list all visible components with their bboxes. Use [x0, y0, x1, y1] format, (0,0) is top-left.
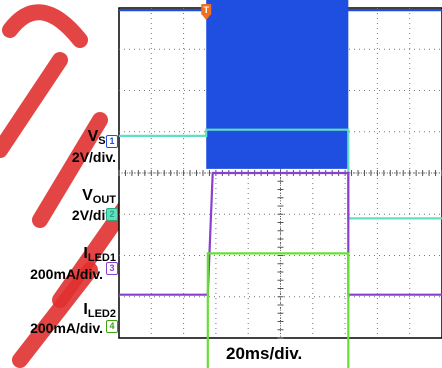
- vout-label-sub: OUT: [92, 194, 116, 206]
- iled2-label-main: I: [83, 301, 88, 318]
- channel-4-label: ILED2: [20, 301, 116, 320]
- vout-label-main: V: [82, 187, 93, 204]
- channel-3-label: ILED1: [20, 245, 116, 264]
- trigger-marker-label: T: [203, 5, 209, 15]
- vsw-switching-band: [206, 0, 349, 169]
- watermark-stroke: [12, 262, 98, 368]
- iled1-label-sub: LED1: [87, 252, 116, 264]
- watermark-stroke: [2, 4, 88, 48]
- channel-1-scale: 2V/div.: [71, 149, 116, 165]
- vout-trace: [119, 128, 442, 220]
- channel-2-scale: 2V/div.: [71, 207, 116, 223]
- channel-3-marker: 3: [106, 262, 118, 275]
- vsw-label-main: V: [87, 128, 99, 145]
- channel-2-label: VOUT: [30, 187, 116, 206]
- watermark-stroke: [0, 52, 68, 158]
- channel-4-marker: 4: [106, 320, 118, 333]
- trigger-marker-icon: [201, 4, 212, 15]
- channel-2-marker: 2: [106, 208, 118, 221]
- channel-4-scale: 200mA/div.: [30, 320, 103, 336]
- iled1-trace: [119, 171, 442, 296]
- iled2-label-sub: LED2: [87, 308, 116, 320]
- channel-3-scale: 200mA/div.: [30, 266, 103, 282]
- channel-1-label: VSW: [40, 128, 116, 147]
- watermark-stroke: [32, 112, 108, 228]
- iled2-trace: [206, 252, 350, 368]
- x-axis-label: 20ms/div.: [226, 344, 303, 363]
- iled1-label-main: I: [83, 245, 88, 262]
- trigger-arrow-icon: [202, 15, 211, 20]
- channel-1-marker: 1: [106, 135, 118, 148]
